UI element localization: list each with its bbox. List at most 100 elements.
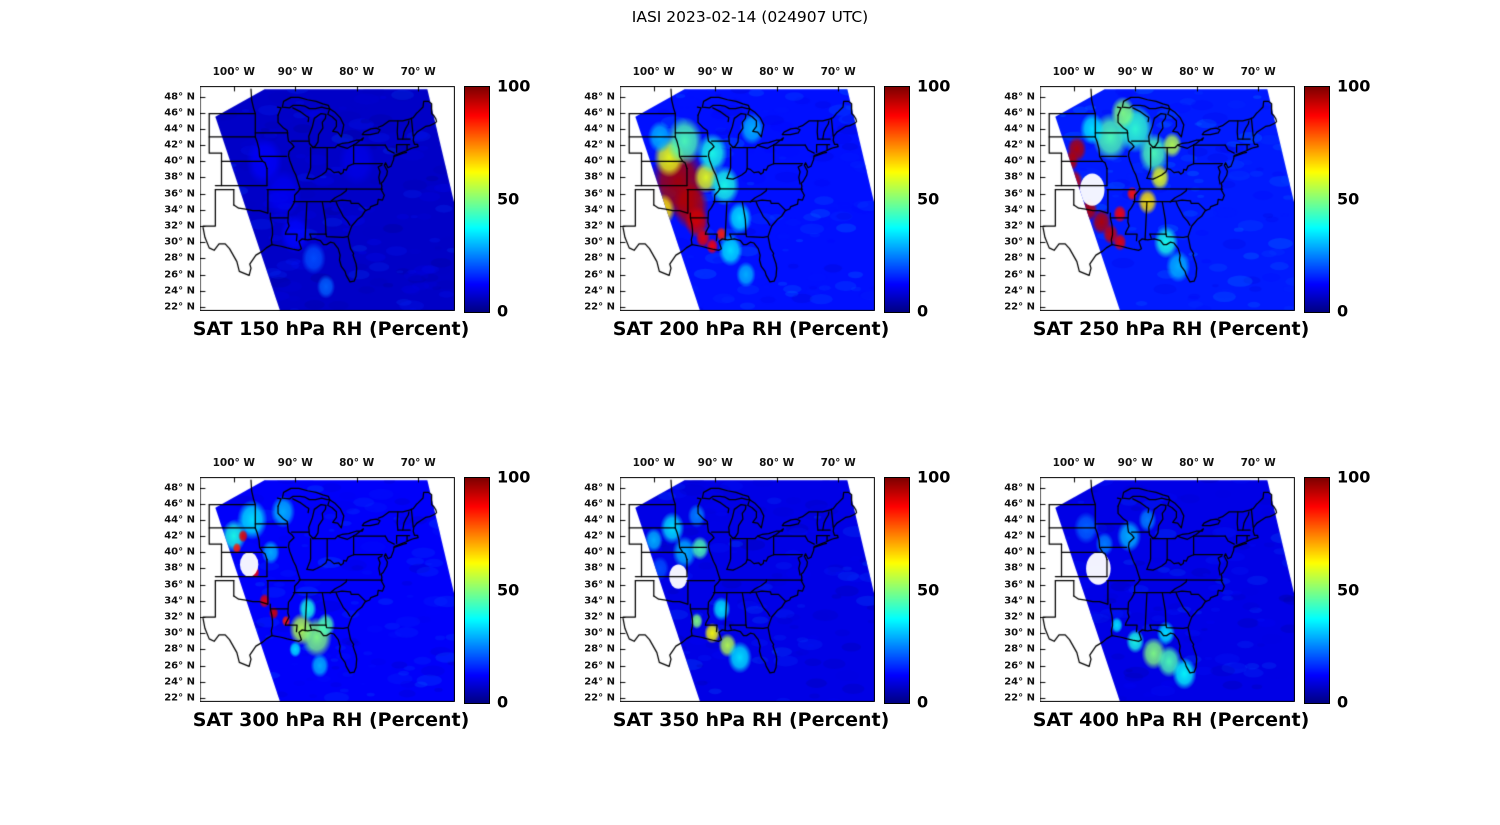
lon-tick-label: 90° W <box>1117 457 1153 469</box>
lat-tick-label: 24° N <box>164 676 195 688</box>
map-canvas <box>1040 86 1295 311</box>
colorbar-canvas <box>884 477 910 704</box>
lat-tick-label: 24° N <box>584 285 615 297</box>
lat-tick-label: 48° N <box>584 91 615 103</box>
lat-tick-label: 26° N <box>164 269 195 281</box>
lat-tick-label: 46° N <box>164 107 195 119</box>
lat-tick-label: 46° N <box>164 498 195 510</box>
lat-tick-label: 32° N <box>584 611 615 623</box>
lon-tick-label: 100° W <box>1052 66 1095 78</box>
colorbar: 100 50 0 <box>464 468 530 712</box>
lon-tick-label: 80° W <box>339 457 375 469</box>
lon-tick-label: 80° W <box>759 457 795 469</box>
lat-tick-label: 24° N <box>584 676 615 688</box>
lat-tick-label: 46° N <box>584 107 615 119</box>
lon-axis-labels: 100° W 90° W 80° W 70° W <box>200 455 455 475</box>
lat-tick-label: 44° N <box>164 514 195 526</box>
lat-tick-label: 36° N <box>164 188 195 200</box>
lat-tick-label: 22° N <box>1004 301 1035 313</box>
panel-sat-400-hpa: 100° W 90° W 80° W 70° W 48° N 46° N 44° N 42°… <box>992 455 1370 755</box>
colorbar-tick-label: 100 <box>497 76 531 96</box>
colorbar-tick-label: 0 <box>497 301 509 321</box>
lat-tick-label: 22° N <box>164 692 195 704</box>
lat-tick-label: 48° N <box>1004 482 1035 494</box>
lat-tick-label: 36° N <box>1004 188 1035 200</box>
lon-axis-labels: 100° W 90° W 80° W 70° W <box>620 455 875 475</box>
panel-caption: SAT 350 hPa RH (Percent) <box>612 709 890 731</box>
lat-tick-label: 32° N <box>164 611 195 623</box>
panel-sat-250-hpa: 100° W 90° W 80° W 70° W 48° N 46° N 44° N 42°… <box>992 64 1371 364</box>
lat-tick-label: 40° N <box>584 155 615 167</box>
colorbar-tick-label: 100 <box>1337 76 1371 96</box>
lat-tick-label: 42° N <box>584 139 615 151</box>
lat-tick-label: 34° N <box>584 595 615 607</box>
lat-tick-label: 38° N <box>584 562 615 574</box>
lat-axis-labels: 48° N 46° N 44° N 42° N 40° N 38° N 36° N 34° N… <box>152 477 198 704</box>
lat-tick-label: 44° N <box>584 123 615 135</box>
lon-tick-label: 80° W <box>1179 66 1215 78</box>
lat-tick-label: 40° N <box>584 546 615 558</box>
panel-caption: SAT 300 hPa RH (Percent) <box>192 709 470 731</box>
lat-tick-label: 36° N <box>1004 579 1035 591</box>
lat-tick-label: 32° N <box>1004 611 1035 623</box>
colorbar-canvas <box>464 477 490 704</box>
map-canvas <box>620 477 875 702</box>
lon-axis-labels: 100° W 90° W 80° W 70° W <box>620 64 875 84</box>
panel-caption: SAT 200 hPa RH (Percent) <box>612 318 890 340</box>
lat-tick-label: 38° N <box>164 562 195 574</box>
lat-tick-label: 42° N <box>164 530 195 542</box>
colorbar-tick-label: 0 <box>1337 301 1349 321</box>
map-canvas <box>200 86 455 311</box>
lat-tick-label: 46° N <box>1004 498 1035 510</box>
lat-tick-label: 44° N <box>584 514 615 526</box>
lat-tick-label: 22° N <box>1004 692 1035 704</box>
lon-axis-labels: 100° W 90° W 80° W 70° W <box>200 64 455 84</box>
lat-tick-label: 42° N <box>1004 530 1035 542</box>
lat-tick-label: 30° N <box>1004 236 1035 248</box>
lon-tick-label: 80° W <box>1179 457 1215 469</box>
lat-axis-labels: 48° N 46° N 44° N 42° N 40° N 38° N 36° N 34° N… <box>572 477 618 704</box>
lat-tick-label: 44° N <box>1004 123 1035 135</box>
lon-tick-label: 70° W <box>820 457 856 469</box>
colorbar-tick-label: 50 <box>917 189 940 208</box>
panel-sat-200-hpa: 100° W 90° W 80° W 70° W 48° N 46° N 44° N 42°… <box>572 64 950 364</box>
lon-tick-label: 100° W <box>1052 457 1095 469</box>
lat-tick-label: 24° N <box>1004 676 1035 688</box>
lat-tick-label: 32° N <box>1004 220 1035 232</box>
panel-caption: SAT 150 hPa RH (Percent) <box>192 318 470 340</box>
lon-tick-label: 100° W <box>632 66 675 78</box>
lat-tick-label: 28° N <box>1004 643 1035 655</box>
lat-tick-label: 24° N <box>1004 285 1035 297</box>
lat-tick-label: 36° N <box>584 188 615 200</box>
lat-tick-label: 22° N <box>584 301 615 313</box>
lon-tick-label: 80° W <box>759 66 795 78</box>
map-canvas <box>200 477 455 702</box>
lat-tick-label: 30° N <box>164 627 195 639</box>
lat-tick-label: 34° N <box>164 204 195 216</box>
lon-tick-label: 90° W <box>277 457 313 469</box>
lat-tick-label: 28° N <box>164 643 195 655</box>
lat-tick-label: 48° N <box>584 482 615 494</box>
lat-tick-label: 24° N <box>164 285 195 297</box>
lat-tick-label: 26° N <box>1004 660 1035 672</box>
colorbar-canvas <box>1304 477 1330 704</box>
lat-tick-label: 30° N <box>584 627 615 639</box>
lon-tick-label: 90° W <box>1117 66 1153 78</box>
lat-tick-label: 46° N <box>1004 107 1035 119</box>
lon-axis-labels: 100° W 90° W 80° W 70° W <box>1040 64 1295 84</box>
colorbar-tick-label: 0 <box>917 692 929 712</box>
lat-tick-label: 28° N <box>164 252 195 264</box>
lon-tick-label: 100° W <box>632 457 675 469</box>
lat-tick-label: 44° N <box>1004 514 1035 526</box>
map-canvas <box>620 86 875 311</box>
colorbar: 100 50 0 <box>884 77 950 321</box>
lat-tick-label: 34° N <box>1004 595 1035 607</box>
lat-tick-label: 30° N <box>584 236 615 248</box>
lon-tick-label: 100° W <box>212 66 255 78</box>
lat-tick-label: 34° N <box>164 595 195 607</box>
lat-axis-labels: 48° N 46° N 44° N 42° N 40° N 38° N 36° N 34° N… <box>572 86 618 313</box>
lat-tick-label: 22° N <box>584 692 615 704</box>
lat-tick-label: 48° N <box>1004 91 1035 103</box>
colorbar-tick-label: 0 <box>917 301 929 321</box>
